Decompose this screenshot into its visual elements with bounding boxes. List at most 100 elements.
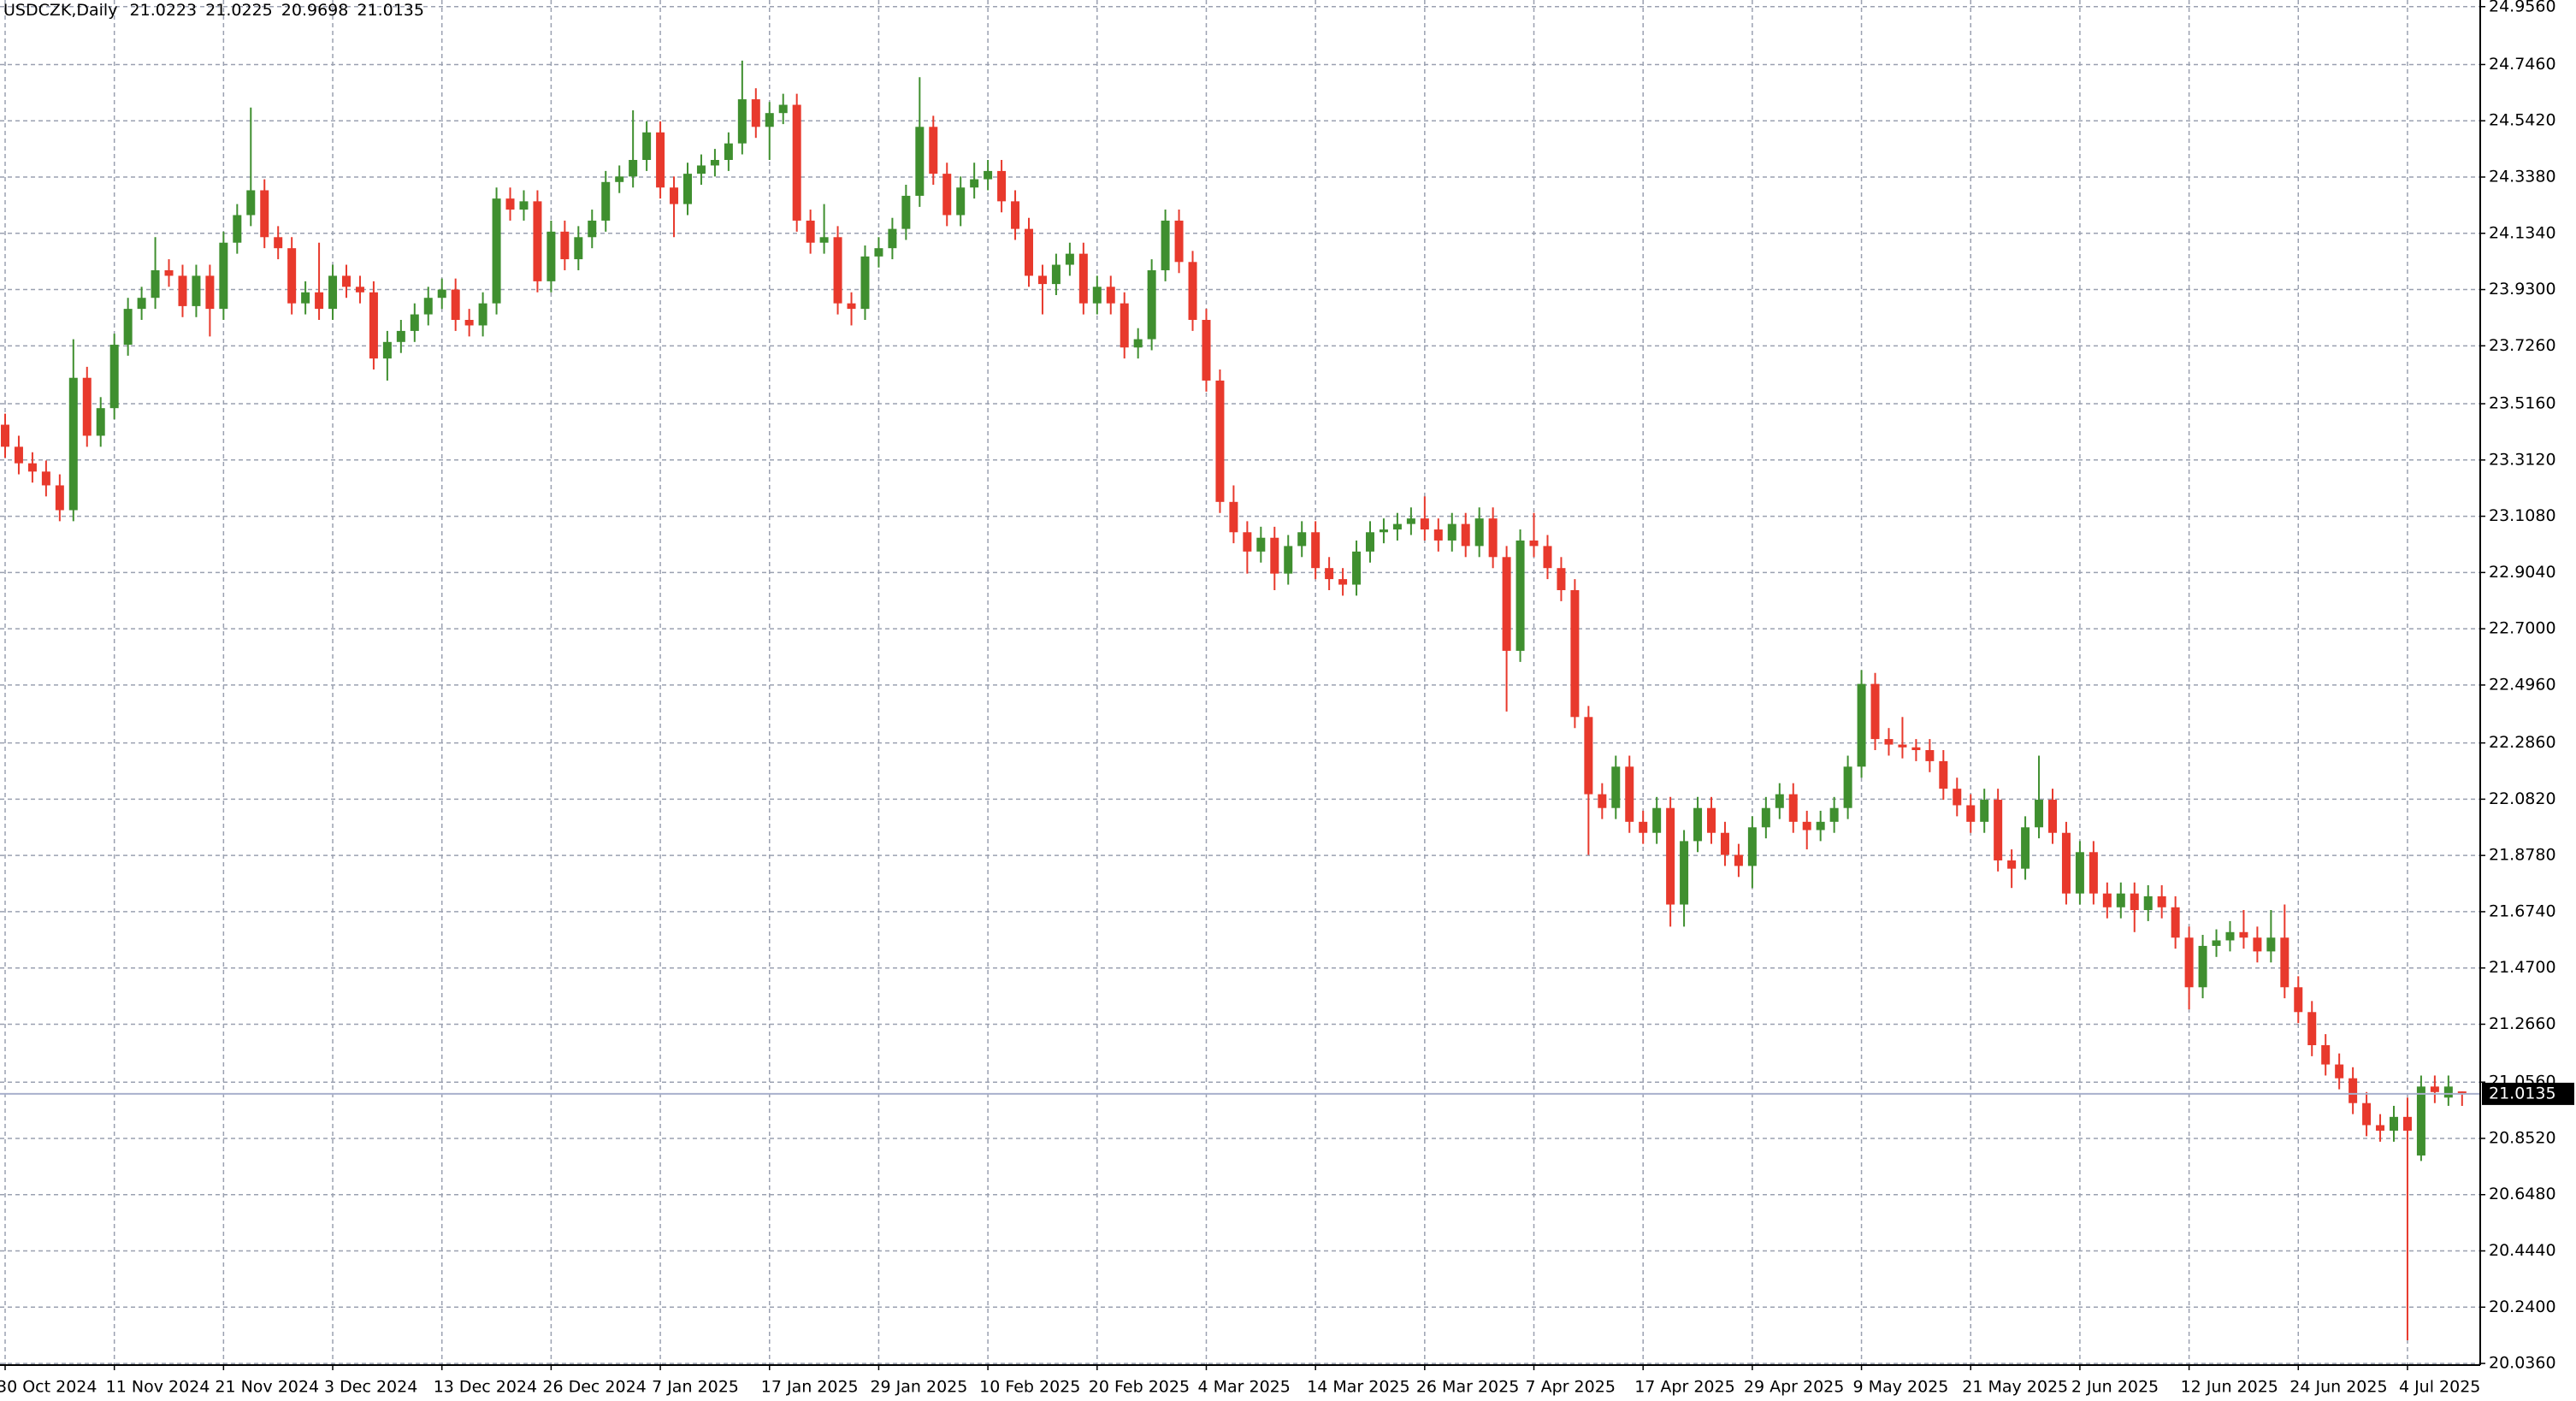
candle-body [27, 463, 37, 472]
candle-body [615, 176, 624, 182]
x-tick-label: 29 Apr 2025 [1744, 1378, 1844, 1397]
candle-body [1515, 540, 1525, 651]
candle-body [2171, 907, 2180, 938]
candle-body [151, 269, 160, 299]
candle-body [1065, 253, 1074, 265]
candle-body [874, 248, 883, 257]
header-low: 20.9698 [281, 1, 349, 20]
x-tick-label: 17 Apr 2025 [1634, 1378, 1734, 1397]
candle-body [1229, 501, 1238, 533]
candle-body [328, 275, 338, 310]
y-tick-label: 24.9560 [2489, 0, 2556, 15]
candle-body [1406, 518, 1415, 524]
candle-body [2143, 896, 2153, 910]
candle-body [2212, 940, 2221, 946]
x-tick-label: 29 Jan 2025 [870, 1378, 967, 1397]
candle-body [1420, 518, 1429, 530]
candle-body [1543, 546, 1552, 569]
candle-body [833, 237, 842, 304]
y-tick-label: 23.3120 [2489, 450, 2556, 469]
candle-body [519, 201, 529, 210]
candle-body [1966, 805, 1976, 822]
header: USDCZK,Daily 21.0223 21.0225 20.9698 21.… [3, 1, 424, 20]
y-tick-label: 20.0360 [2489, 1354, 2556, 1373]
header-close: 21.0135 [357, 1, 424, 20]
candle-body [2443, 1086, 2453, 1098]
candle-body [492, 198, 501, 304]
candle-body [2376, 1125, 2385, 1131]
candle-body [2089, 852, 2098, 894]
candle-body [1557, 568, 1566, 590]
candle-body [533, 201, 542, 281]
candle-body [1570, 589, 1580, 718]
candle-body [929, 127, 938, 174]
candle-body [819, 237, 829, 243]
candle-body [1870, 683, 1880, 740]
candle-body [1980, 800, 1989, 822]
candle-body [1884, 739, 1894, 745]
candle-body [96, 408, 105, 436]
candle-body [1256, 537, 1266, 552]
y-tick-label: 23.7260 [2489, 336, 2556, 355]
candle-body [1816, 821, 1825, 831]
candle-body [68, 377, 78, 511]
y-tick-label: 20.6480 [2489, 1185, 2556, 1203]
candle-body [478, 303, 487, 326]
candle-body [956, 187, 966, 216]
candle-body [1202, 320, 1211, 381]
candle-body [2225, 931, 2235, 941]
candle-body [588, 220, 597, 238]
x-tick-label: 4 Jul 2025 [2399, 1378, 2480, 1397]
candle-body [710, 160, 719, 166]
candle-body [1243, 532, 1252, 552]
candle-body [1284, 546, 1293, 574]
candle-body [14, 446, 23, 464]
candle-body [396, 330, 405, 342]
candle-body [751, 99, 760, 127]
candle-body [109, 345, 119, 409]
candle-body [860, 256, 870, 310]
candle-body [287, 248, 297, 304]
x-tick-label: 13 Dec 2024 [434, 1378, 537, 1397]
candle-body [2116, 893, 2125, 907]
x-tick-label: 26 Dec 2024 [542, 1378, 646, 1397]
x-tick-label: 7 Apr 2025 [1526, 1378, 1616, 1397]
candle-body [942, 174, 952, 216]
candle-body [696, 165, 706, 174]
candle-body [1325, 568, 1334, 580]
candle-body [765, 113, 774, 127]
candle-body [970, 179, 979, 188]
candle-body [1911, 747, 1921, 750]
candle-body [2075, 852, 2084, 894]
y-tick-label: 21.2660 [2489, 1014, 2556, 1033]
candle-body [2266, 937, 2276, 952]
x-tick-label: 10 Feb 2025 [979, 1378, 1080, 1397]
candle-body [629, 160, 638, 177]
candle-body [997, 170, 1007, 202]
candle-body [1051, 264, 1061, 285]
header-high: 21.0225 [205, 1, 273, 20]
y-tick-label: 23.9300 [2489, 280, 2556, 299]
y-tick-label: 22.2860 [2489, 733, 2556, 752]
candle-body [1447, 523, 1456, 541]
candle-body [1802, 821, 1811, 831]
candle-body [1037, 275, 1047, 285]
y-tick-label: 22.4960 [2489, 675, 2556, 694]
candle-body [2048, 800, 2057, 833]
candle-body [1352, 551, 1362, 585]
x-tick-label: 21 Nov 2024 [215, 1378, 319, 1397]
candle-body [55, 485, 64, 511]
candle-body [2416, 1086, 2425, 1156]
y-tick-label: 24.3380 [2489, 167, 2556, 186]
candle-body [847, 303, 856, 310]
candle-body [2102, 893, 2112, 907]
y-tick-label: 23.1080 [2489, 506, 2556, 525]
candle-body [41, 471, 50, 486]
candle-body [2430, 1086, 2439, 1092]
candle-body [2035, 800, 2044, 828]
candle-body [1297, 532, 1307, 547]
y-tick-label: 20.8520 [2489, 1128, 2556, 1147]
y-tick-label: 20.2400 [2489, 1298, 2556, 1316]
y-tick-label: 24.5420 [2489, 111, 2556, 130]
